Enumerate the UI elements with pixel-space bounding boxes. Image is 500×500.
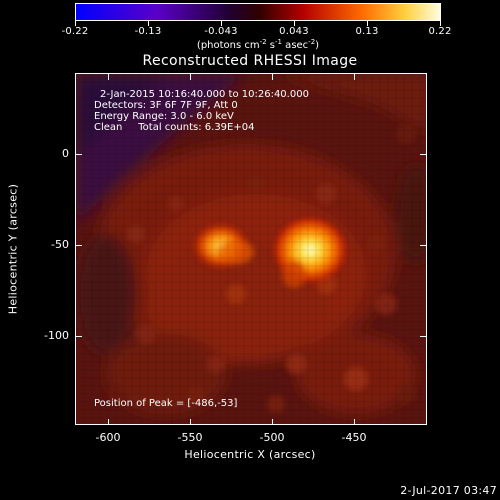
y-tick-label: -50 (51, 238, 69, 251)
x-tick-label: -600 (95, 431, 121, 444)
colorbar-tick (221, 21, 222, 26)
x-tick-mark (108, 74, 109, 80)
x-tick-mark (190, 419, 191, 425)
colorbar-tick (440, 21, 441, 26)
colorbar-tick-label: -0.22 (61, 26, 89, 37)
y-tick-label: 0 (62, 147, 69, 160)
peak-position: Position of Peak = [-486,-53] (94, 398, 238, 409)
colorbar-units: (photons cm-2 s-1 asec-2) (196, 38, 320, 51)
x-tick-mark (354, 74, 355, 80)
y-axis-title: Heliocentric Y (arcsec) (6, 183, 20, 315)
detectors-info: Detectors: 3F 6F 7F 9F, Att 0 (94, 100, 238, 111)
x-tick-label: -450 (341, 431, 367, 444)
energy-range-info: Energy Range: 3.0 - 6.0 keV (94, 111, 234, 122)
rhessi-image-canvas (76, 74, 426, 424)
y-tick-mark (420, 336, 426, 337)
x-tick-mark (272, 74, 273, 80)
colorbar-tick-label: 0.22 (428, 26, 452, 37)
colorbar-tick (148, 21, 149, 26)
y-tick-mark (76, 336, 82, 337)
x-tick-mark (272, 419, 273, 425)
image-title: Reconstructed RHESSI Image (142, 53, 358, 69)
colorbar-tick-label: -0.043 (204, 26, 238, 37)
y-tick-mark (76, 154, 82, 155)
x-tick-mark (354, 419, 355, 425)
y-tick-label: -100 (44, 329, 69, 342)
y-tick-mark (76, 245, 82, 246)
colorbar-tick-label: 0.043 (279, 26, 309, 37)
x-tick-label: -550 (177, 431, 203, 444)
observation-time-range: 2-Jan-2015 10:16:40.000 to 10:26:40.000 (100, 89, 309, 100)
colorbar (75, 3, 441, 21)
x-tick-label: -500 (259, 431, 285, 444)
x-axis-title: Heliocentric X (arcsec) (184, 448, 316, 461)
y-tick-mark (420, 154, 426, 155)
y-tick-mark (420, 245, 426, 246)
rhessi-image (75, 73, 427, 425)
colorbar-tick (75, 21, 76, 26)
x-tick-mark (108, 419, 109, 425)
colorbar-tick-label: 0.13 (355, 26, 379, 37)
date-stamp: 2-Jul-2017 03:47 (400, 484, 497, 497)
colorbar-tick-label: -0.13 (134, 26, 162, 37)
colorbar-tick (294, 21, 295, 26)
x-tick-mark (190, 74, 191, 80)
colorbar-tick (367, 21, 368, 26)
clean-total-counts-info: Clean Total counts: 6.39E+04 (94, 122, 255, 133)
colorbar-gradient (76, 4, 440, 20)
